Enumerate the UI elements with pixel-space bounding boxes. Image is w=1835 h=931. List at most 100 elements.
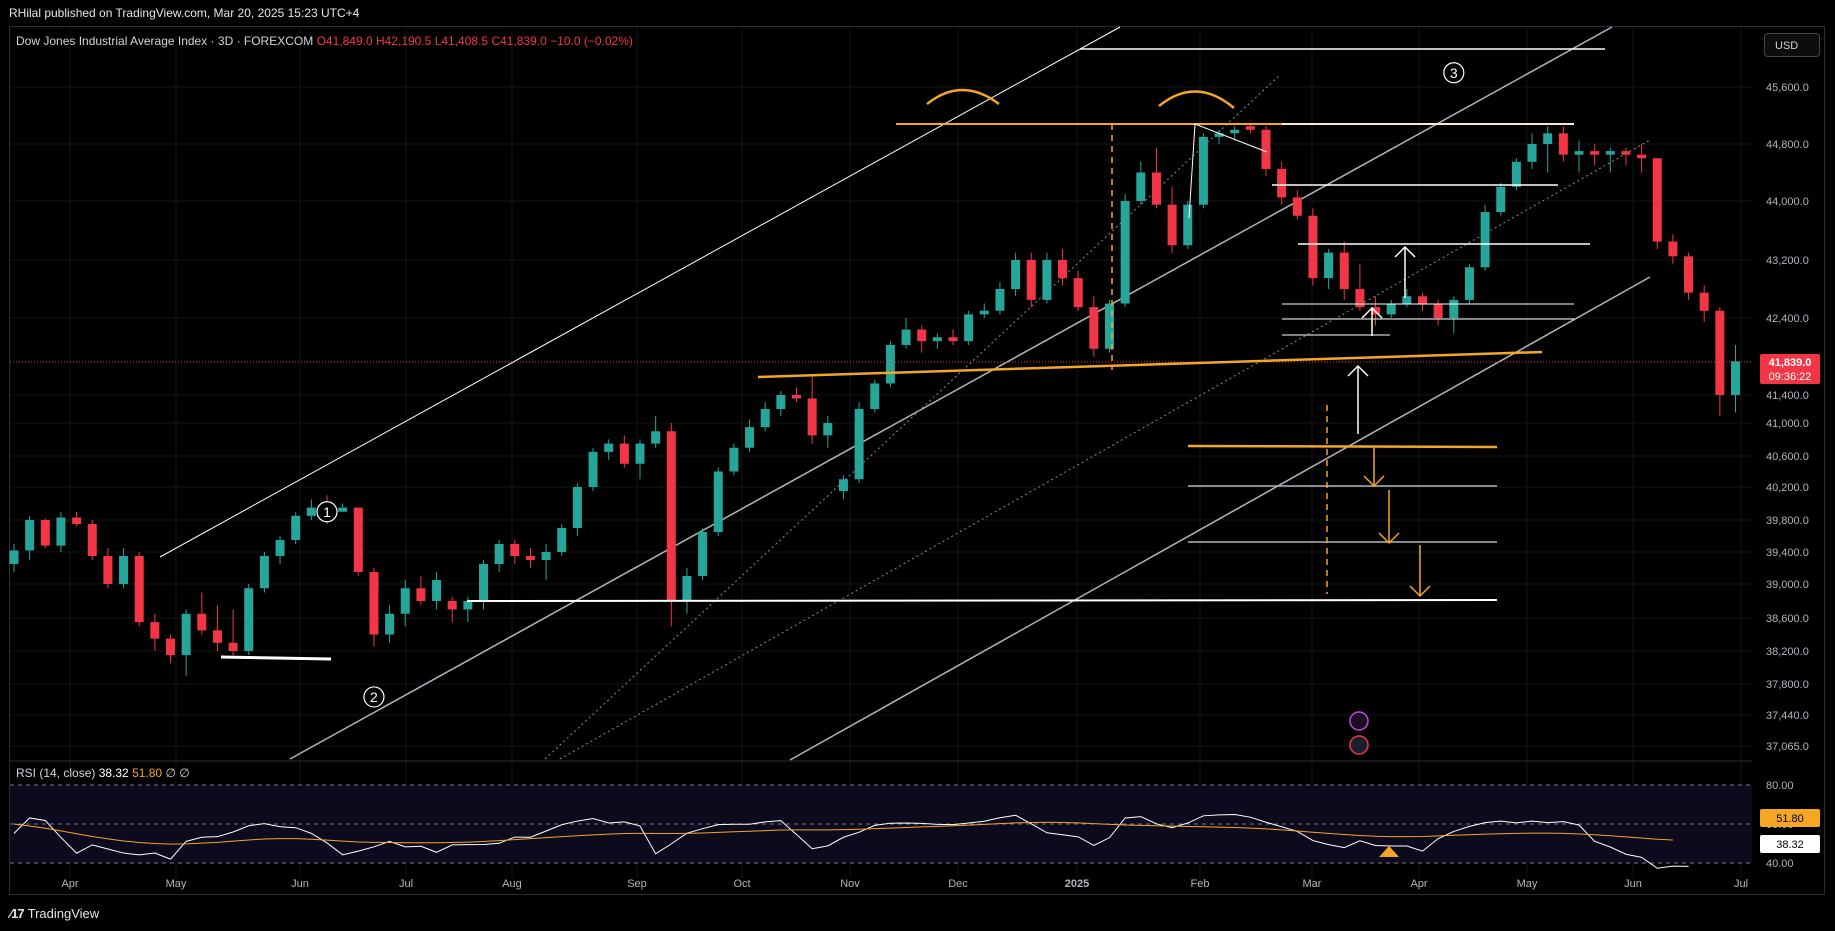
last-price-value: 41,839.0	[1769, 357, 1812, 369]
rsi-tick-label-2: 40.00	[1766, 858, 1794, 870]
candle-body-64	[1011, 260, 1021, 289]
candle-body-105	[1652, 158, 1662, 242]
wave-marker-1	[316, 501, 338, 523]
rsi-ma-tag-value: 51.80	[1776, 813, 1804, 825]
level-line-2	[1187, 444, 1498, 449]
candle-body-54	[854, 409, 864, 480]
candle-body-16	[259, 556, 269, 589]
candle-body-78	[1230, 129, 1240, 134]
candle-body-39	[619, 443, 629, 464]
candle-body-110	[1731, 361, 1740, 395]
price-tick-label-10: 39,400.0	[1766, 547, 1809, 559]
time-tick-label-15: Jul	[1734, 878, 1748, 890]
wave-marker-2	[363, 686, 385, 708]
triangle-pattern	[1188, 123, 1268, 219]
candle-body-25	[400, 588, 410, 614]
candle-body-3	[56, 517, 66, 546]
candle-body-12	[197, 613, 207, 631]
candle-body-29	[463, 601, 473, 610]
candle-body-51	[807, 398, 817, 436]
candle-body-104	[1637, 154, 1647, 159]
down-arrow-1-head	[1363, 475, 1385, 488]
candle-body-40	[635, 443, 645, 464]
level-line-13	[220, 655, 332, 661]
rsi-ma-tag	[1760, 809, 1820, 827]
candle-body-102	[1605, 151, 1615, 155]
rsi-ma-value: 51.80	[132, 766, 163, 780]
tradingview-brand[interactable]: ⁄17 TradingView	[10, 906, 99, 921]
candle-body-93	[1464, 267, 1474, 300]
time-tick-label-9: 2025	[1065, 878, 1089, 890]
lightning-event-icon	[1349, 711, 1369, 731]
candle-body-10	[166, 638, 175, 656]
time-tick-label-0: Apr	[61, 878, 78, 890]
candle-body-59	[932, 337, 942, 342]
time-axis: Apr May Jun Jul Aug Sep Oct Nov Dec 2025 Feb Mar Apr…	[61, 878, 1748, 890]
candle-body-100	[1574, 151, 1584, 155]
level-line-1	[757, 350, 1543, 379]
candle-body-30	[479, 564, 488, 601]
candle-body-47	[745, 427, 755, 448]
price-tick-label-11: 39,000.0	[1766, 579, 1809, 591]
candle-body-24	[385, 613, 395, 635]
candle-body-15	[244, 588, 254, 651]
candle-body-83	[1308, 215, 1318, 279]
candle-body-0	[9, 550, 19, 564]
symbol-legend: Dow Jones Industrial Average Index · 3D …	[16, 34, 633, 48]
candle-body-27	[432, 580, 442, 601]
candle-body-17	[275, 540, 285, 556]
trend-channels	[159, 26, 1651, 761]
candle-body-52	[823, 423, 833, 436]
rsi-label: RSI (14, close)	[16, 766, 96, 780]
price-tick-label-5: 41,400.0	[1766, 390, 1809, 402]
price-tick-label-15: 37,440.0	[1766, 710, 1809, 722]
rsi-ma-line	[13, 821, 1673, 845]
candle-body-44	[698, 532, 708, 576]
wave-label-3: 3	[1450, 65, 1458, 81]
candle-body-21	[338, 507, 348, 512]
time-tick-label-5: Sep	[627, 878, 647, 890]
candle-body-53	[838, 479, 848, 492]
candle-body-108	[1699, 292, 1709, 311]
brand-name: TradingView	[27, 906, 100, 921]
high-value: H42,190.5	[375, 34, 432, 48]
candle-body-98	[1543, 133, 1553, 144]
symbol-name: Dow Jones Industrial Average Index · 3D …	[16, 34, 314, 48]
low-value: L41,408.5	[434, 34, 489, 48]
publisher-line: RHilal published on TradingView.com, Mar…	[9, 6, 360, 20]
down-arrow-2-head	[1378, 532, 1400, 545]
time-tick-label-4: Aug	[502, 878, 522, 890]
price-tick-label-4: 42,400.0	[1766, 313, 1809, 325]
candle-body-7	[119, 556, 129, 584]
candle-body-38	[604, 443, 614, 452]
candle-body-69	[1089, 307, 1099, 349]
time-tick-label-12: Apr	[1410, 878, 1427, 890]
time-tick-label-11: Mar	[1303, 878, 1322, 890]
candle-body-55	[870, 383, 880, 409]
rsi-legend: RSI (14, close) 38.32 51.80 ∅ ∅	[16, 766, 190, 780]
candle-body-13	[212, 630, 222, 643]
rsi-extra-2: ∅	[179, 766, 190, 780]
candle-body-66	[1042, 260, 1052, 300]
currency-button[interactable]: USD	[1764, 33, 1820, 57]
candle-body-61	[964, 314, 974, 342]
candle-body-97	[1527, 144, 1537, 162]
open-value: O41,849.0	[316, 34, 373, 48]
time-tick-label-10: Feb	[1191, 878, 1210, 890]
head-arc-1	[926, 88, 1000, 105]
rsi-extra-1: ∅	[165, 766, 176, 780]
candle-body-91	[1433, 303, 1443, 318]
time-tick-label-6: Oct	[733, 878, 750, 890]
candle-body-41	[651, 431, 661, 444]
candle-body-62	[979, 310, 989, 315]
candle-body-99	[1558, 133, 1568, 155]
price-tick-label-3: 43,200.0	[1766, 255, 1809, 267]
candle-body-109	[1715, 310, 1725, 395]
candle-body-1	[25, 520, 35, 551]
candle-body-76	[1198, 136, 1208, 205]
candle-body-34	[541, 552, 551, 560]
time-tick-label-8: Dec	[948, 878, 968, 890]
candle-body-45	[713, 471, 723, 532]
